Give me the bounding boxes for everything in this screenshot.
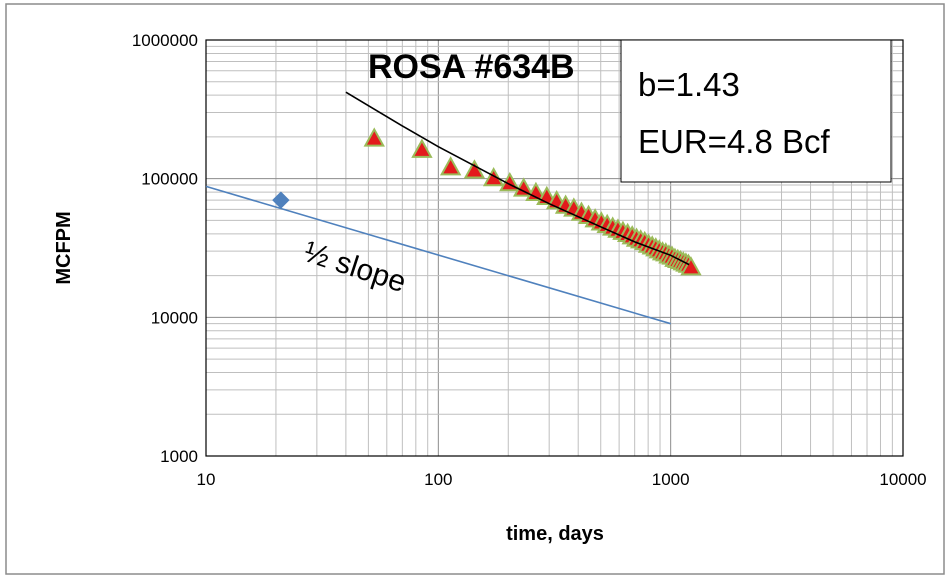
y-tick-label: 1000 [160, 447, 198, 466]
legend-eur-value: EUR=4.8 Bcf [638, 123, 830, 160]
y-tick-label: 1000000 [132, 31, 198, 50]
fit-line-layer [345, 91, 690, 266]
x-tick-label: 10 [197, 470, 216, 489]
legend-b-value: b=1.43 [638, 66, 740, 103]
x-tick-label: 1000 [652, 470, 690, 489]
triangle-point [363, 127, 385, 147]
y-axis-title: MCFPM [53, 211, 75, 284]
legend-box: b=1.43 EUR=4.8 Bcf [620, 39, 892, 183]
tick-label-layer: 10 100 1000 10000 1000 10000 100000 1000000 [132, 31, 927, 489]
x-tick-label: 100 [424, 470, 452, 489]
triangle-point [411, 138, 433, 158]
triangle-point [525, 181, 547, 202]
y-tick-label: 10000 [151, 308, 198, 327]
legend-box-frame [620, 39, 892, 183]
triangle-point [439, 156, 462, 176]
chart-title: ROSA #634B [368, 48, 575, 86]
triangle-point [512, 177, 535, 197]
triangle-point [680, 256, 702, 276]
half-slope-reference-line [205, 185, 671, 325]
y-tick-label: 100000 [141, 170, 198, 189]
reference-line-layer [205, 185, 671, 325]
x-tick-label: 10000 [879, 470, 926, 489]
triangle-point [463, 159, 486, 179]
triangle-point [482, 167, 505, 187]
diamond-point [272, 191, 290, 209]
x-axis-title: time, days [506, 523, 604, 545]
hyperbolic-fit-line [345, 91, 690, 266]
plot-area-border [205, 39, 904, 457]
